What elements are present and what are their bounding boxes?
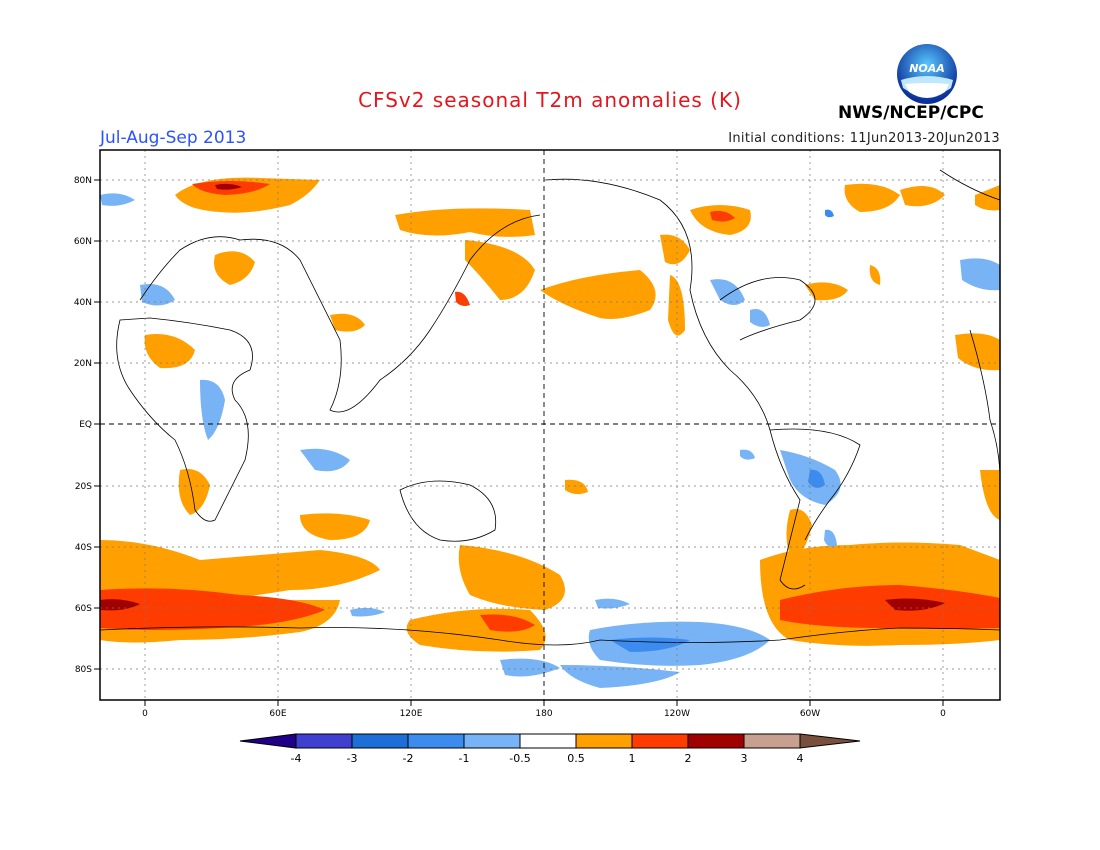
colorbar-seg-2 <box>351 733 409 749</box>
colorbar-seg-3 <box>407 733 465 749</box>
lon-label-180: 180 <box>535 709 552 719</box>
initial-conditions: Initial conditions: 11Jun2013-20Jun2013 <box>728 131 1000 146</box>
tick-marks <box>94 179 944 706</box>
lat-label-60n: 60N <box>74 237 92 247</box>
lon-label-0-right: 0 <box>940 709 946 719</box>
colorbar-label-p2: 2 <box>685 752 692 765</box>
lat-label-20s: 20S <box>75 482 92 492</box>
logo-text: NOAA <box>909 62 945 75</box>
colorbar-label-m05: -0.5 <box>509 752 530 765</box>
colorbar-seg-5 <box>519 733 577 749</box>
colorbar-label-m4: -4 <box>291 752 302 765</box>
noaa-logo: NOAA <box>897 44 957 104</box>
lon-label-60e: 60E <box>269 709 286 719</box>
colorbar-seg-6 <box>575 733 633 749</box>
colorbar-label-m2: -2 <box>403 752 414 765</box>
colorbar-label-m3: -3 <box>347 752 358 765</box>
coastlines <box>100 169 1000 646</box>
anomaly-field <box>100 177 1000 688</box>
colorbar-label-p4: 4 <box>797 752 804 765</box>
lat-label-40s: 40S <box>75 543 92 553</box>
colorbar-seg-8 <box>687 733 745 749</box>
colorbar <box>239 733 861 749</box>
lon-label-60w: 60W <box>800 709 820 719</box>
lat-label-20n: 20N <box>74 359 92 369</box>
agency-label: NWS/NCEP/CPC <box>838 103 984 123</box>
lat-label-40n: 40N <box>74 298 92 308</box>
gridlines <box>100 150 1000 700</box>
lat-label-eq: EQ <box>79 420 92 430</box>
equator-dateline <box>100 150 1000 700</box>
colorbar-label-p1: 1 <box>629 752 636 765</box>
lat-label-80s: 80S <box>75 665 92 675</box>
colorbar-seg-10 <box>799 733 861 749</box>
colorbar-label-p3: 3 <box>741 752 748 765</box>
map-frame <box>99 149 1001 701</box>
season-label: Jul-Aug-Sep 2013 <box>100 128 247 148</box>
lon-label-120w: 120W <box>664 709 690 719</box>
colorbar-seg-4 <box>463 733 521 749</box>
colorbar-seg-1 <box>295 733 353 749</box>
colorbar-label-m1: -1 <box>459 752 470 765</box>
lat-label-80n: 80N <box>74 176 92 186</box>
colorbar-seg-9 <box>743 733 801 749</box>
colorbar-seg-0 <box>239 733 297 749</box>
lat-label-60s: 60S <box>75 604 92 614</box>
lon-label-120e: 120E <box>400 709 423 719</box>
lon-label-0: 0 <box>142 709 148 719</box>
chart-title: CFSv2 seasonal T2m anomalies (K) <box>358 88 742 112</box>
colorbar-seg-7 <box>631 733 689 749</box>
colorbar-label-p05: 0.5 <box>567 752 585 765</box>
